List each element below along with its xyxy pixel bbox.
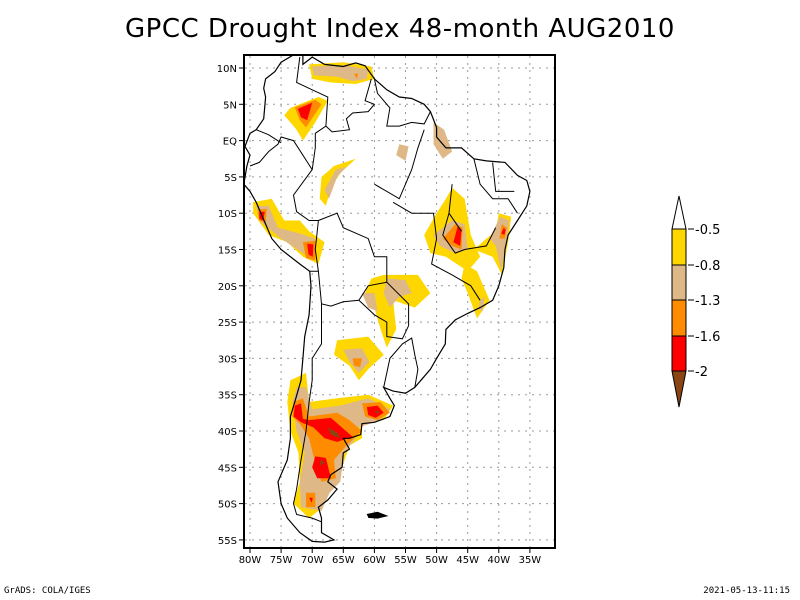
legend-swatch [671,228,687,266]
falkland-islands [366,511,389,519]
drought-region [293,403,353,442]
timestamp: 2021-05-13-11:15 [703,586,790,596]
drought-region [433,122,453,159]
lon-tick-label: 35W [519,555,542,566]
legend-swatch [671,264,687,301]
drought-region [327,427,341,439]
lat-tick-label: 50S [218,500,237,511]
drought-fill-regions [253,62,512,519]
country-border [442,213,497,254]
lat-tick-label: 45S [218,463,237,474]
drought-region [256,205,316,261]
drought-region [312,456,331,479]
plot-frame [243,54,556,549]
legend-label: -1.3 [695,294,720,309]
country-border [473,158,518,214]
lat-axis: 10N 5N EQ 5S 10S 15S 20S 25S 30S 35S 40S 45S 50S 55S [217,64,244,547]
drought-region [319,158,356,206]
lon-tick-label: 55W [394,555,417,566]
drought-region [501,227,506,235]
lon-tick-label: 45W [456,555,479,566]
drought-region [352,358,362,368]
legend-arrow-top [671,195,687,230]
lon-tick-label: 65W [332,555,355,566]
lon-tick-label: 50W [425,555,448,566]
country-outlines [244,55,531,543]
lat-tick-label: 10N [217,64,237,75]
drought-region [297,102,313,121]
drought-region [324,166,347,199]
lat-tick-label: 30S [218,354,237,365]
lat-tick-label: 25S [218,318,237,329]
legend-swatch [671,299,687,337]
lon-tick-label: 40W [487,555,510,566]
drought-region [319,460,325,466]
lat-tick-label: 35S [218,391,237,402]
drought-region [362,293,378,312]
country-border [448,184,462,232]
color-legend: -0.5 -0.8 -1.3 -1.6 -2 [671,195,720,408]
lat-tick-label: 40S [218,427,237,438]
lat-tick-label: 55S [218,536,237,547]
chart-title: GPCC Drought Index 48-month AUG2010 [125,14,675,44]
drought-region [453,226,462,246]
country-border [383,337,419,388]
drought-region [307,243,314,257]
drought-region [374,410,379,415]
grads-credit: GrADS: COLA/IGES [4,586,91,596]
drought-region [312,65,369,82]
lon-tick-label: 80W [239,555,262,566]
country-border [318,212,410,326]
lon-tick-label: 60W [363,555,386,566]
drought-region [353,73,359,79]
legend-label: -0.8 [695,259,720,274]
country-border [256,129,282,144]
lat-tick-label: 5N [223,100,237,111]
drought-region [292,398,362,482]
country-border [249,136,313,170]
drought-region [309,497,313,503]
country-border [292,303,322,523]
lat-tick-label: EQ [223,137,237,148]
lat-tick-label: 5S [224,173,237,184]
country-border [431,238,481,301]
legend-label: -2 [695,365,708,380]
legend-swatch [671,335,687,372]
lat-tick-label: 20S [218,282,237,293]
legend-label: -0.5 [695,223,720,238]
country-border [492,162,515,192]
lat-tick-label: 15S [218,246,237,257]
lon-tick-label: 70W [301,555,324,566]
country-border [374,129,425,200]
legend-arrow-bottom [671,370,687,408]
drought-region [365,274,431,348]
lat-tick-label: 10S [218,209,237,220]
country-border [358,299,410,340]
lon-tick-label: 75W [270,555,293,566]
drought-region [396,144,409,161]
country-border [325,78,376,133]
country-border [373,78,431,127]
legend-label: -1.6 [695,330,720,345]
lon-axis: 80W 75W 70W 65W 60W 55W 50W 45W 40W 35W [239,548,542,566]
country-border [392,201,438,239]
